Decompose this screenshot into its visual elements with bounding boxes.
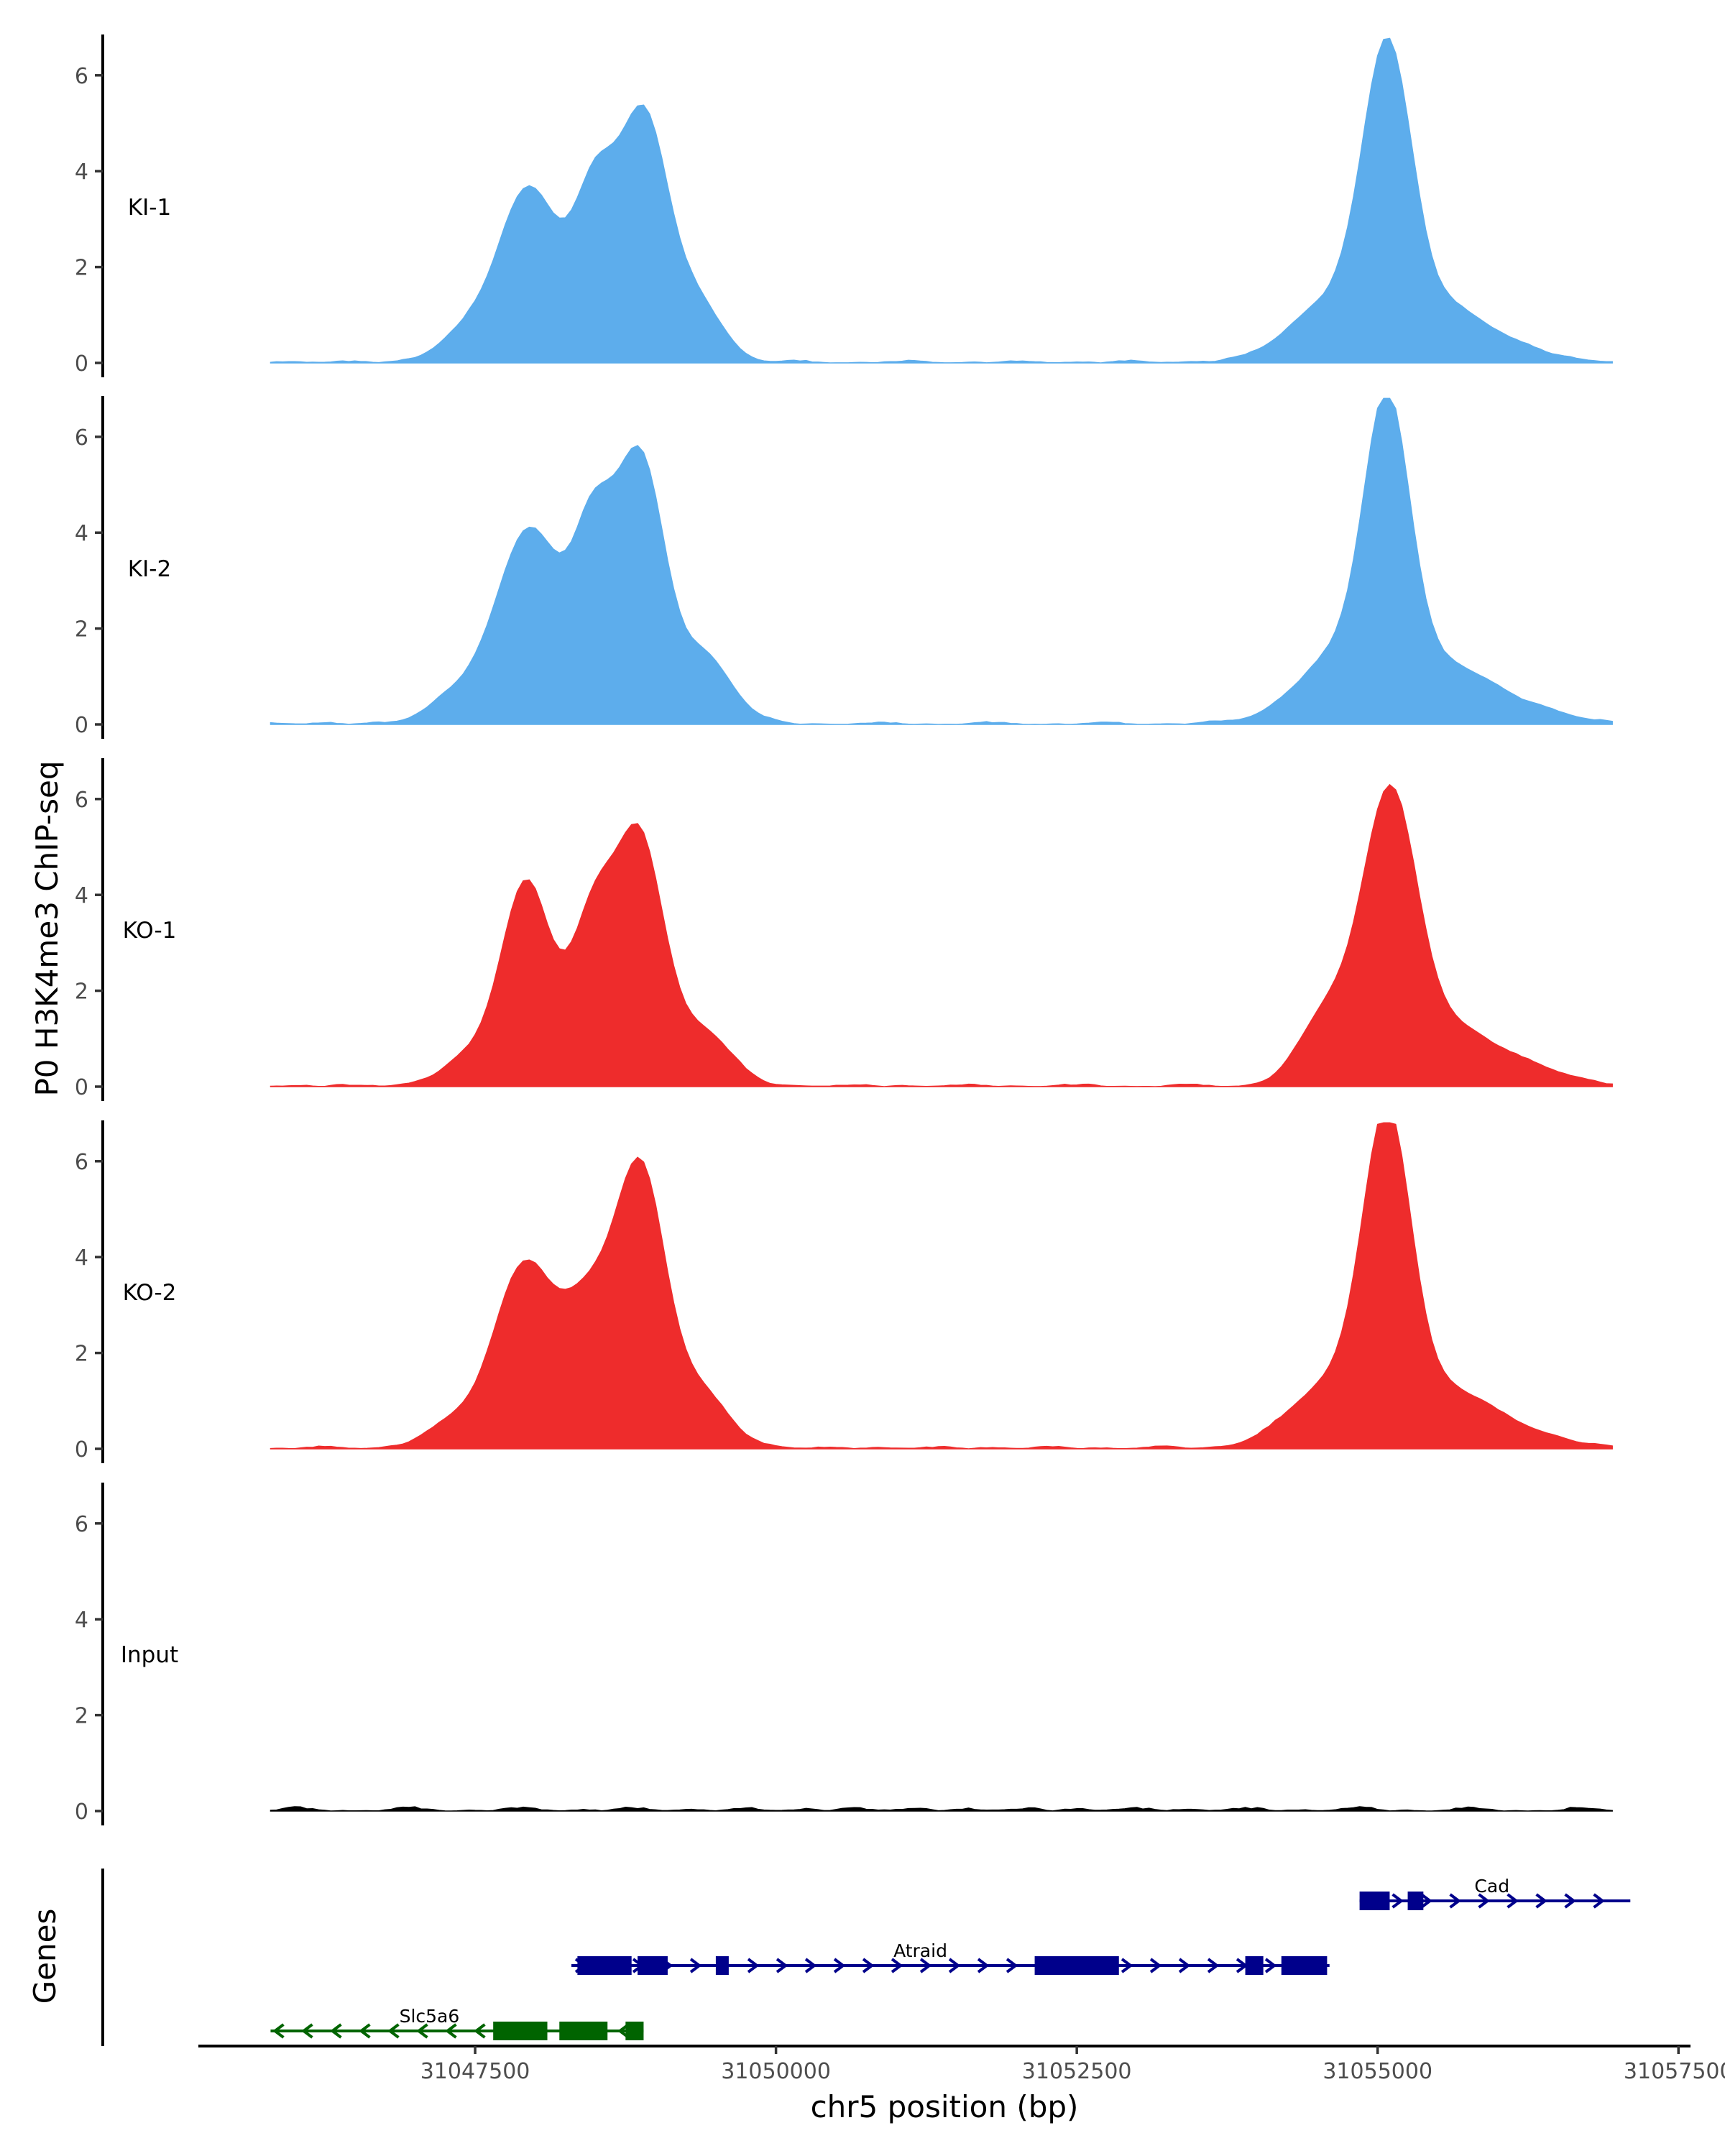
track-panel-ko-2: 0 2 4 6	[75, 1120, 1613, 1463]
y-tick-label-input-4: 4	[75, 1608, 88, 1633]
track-label-ki-1: KI-1	[128, 195, 171, 221]
exon-atraid-1	[577, 1956, 632, 1975]
signal-area-ko-1	[270, 783, 1613, 1087]
gene-atraid	[571, 1956, 1330, 1975]
strand-arrow	[747, 1958, 760, 1973]
strand-arrow	[833, 1958, 846, 1973]
strand-arrow	[359, 2023, 371, 2039]
y-tick-label-ki-1-2: 2	[75, 256, 88, 281]
x-tick-label-31055000: 31055000	[1322, 2059, 1432, 2084]
exon-cad-1	[1359, 1892, 1390, 1910]
y-tick-label-ki-2-0: 0	[75, 713, 88, 738]
gene-label-slc5a6: Slc5a6	[400, 2006, 460, 2027]
gene-slc5a6	[270, 2022, 644, 2040]
exon-atraid-5	[1245, 1956, 1264, 1975]
y-tick-label-ko-1-0: 0	[75, 1075, 88, 1100]
y-tick-label-ki-2-6: 6	[75, 425, 88, 451]
exon-slc5a6-2	[559, 2022, 608, 2040]
x-tick-label-31057500: 31057500	[1624, 2059, 1725, 2084]
y-tick-label-ko-1-4: 4	[75, 883, 88, 908]
y-tick-label-ko-2-2: 2	[75, 1342, 88, 1367]
strand-arrow	[1420, 1893, 1432, 1909]
y-tick-label-ko-2-0: 0	[75, 1437, 88, 1462]
y-tick-label-ko-2-4: 4	[75, 1245, 88, 1271]
strand-arrow	[1178, 1958, 1191, 1973]
exon-atraid-3	[715, 1956, 729, 1975]
y-tick-label-ko-2-6: 6	[75, 1150, 88, 1175]
x-tick-label-31052500: 31052500	[1022, 2059, 1132, 2084]
strand-arrow	[977, 1958, 990, 1973]
x-axis-ticks	[474, 2046, 1680, 2054]
strand-arrow	[1593, 1893, 1605, 1909]
exon-slc5a6-1	[493, 2022, 548, 2040]
track-panel-input: 0 2 4 6	[75, 1483, 1613, 1825]
signal-area-input	[270, 1806, 1613, 1812]
exon-atraid-2	[638, 1956, 668, 1975]
y-tick-label-ki-1-4: 4	[75, 160, 88, 185]
strand-arrow	[1149, 1958, 1162, 1973]
gene-label-cad: Cad	[1474, 1876, 1509, 1897]
strand-arrow	[804, 1958, 817, 1973]
y-tick-label-ki-1-0: 0	[75, 351, 88, 377]
strand-arrow	[1535, 1893, 1547, 1909]
track-label-ko-2: KO-2	[123, 1280, 177, 1306]
strand-arrow	[1264, 1958, 1277, 1973]
y-tick-label-input-0: 0	[75, 1800, 88, 1825]
gene-label-atraid: Atraid	[893, 1940, 947, 1961]
strand-arrow	[445, 2023, 457, 2039]
exon-slc5a6-3	[625, 2022, 644, 2040]
y-tick-label-input-6: 6	[75, 1512, 88, 1537]
x-tick-label-31047500: 31047500	[420, 2059, 530, 2084]
y-tick-label-ki-1-6: 6	[75, 64, 88, 89]
genes-axis-title: Genes	[27, 1909, 63, 2004]
strand-arrow	[1207, 1958, 1220, 1973]
strand-arrow	[387, 2023, 400, 2039]
signal-area-ki-2	[270, 397, 1613, 725]
strand-arrow	[862, 1958, 875, 1973]
exon-atraid-6	[1281, 1956, 1328, 1975]
strand-arrow	[416, 2023, 428, 2039]
strand-arrow	[1121, 1958, 1133, 1973]
strand-arrow	[1564, 1893, 1576, 1909]
strand-arrow	[1006, 1958, 1018, 1973]
strand-arrow	[1449, 1893, 1461, 1909]
exon-cad-2	[1407, 1892, 1424, 1910]
strand-arrow	[1392, 1893, 1404, 1909]
track-label-ko-1: KO-1	[123, 918, 177, 944]
strand-arrow	[330, 2023, 342, 2039]
strand-arrow	[1506, 1893, 1519, 1909]
strand-arrow	[776, 1958, 788, 1973]
track-panel-ki-1: 0 2 4 6	[75, 34, 1613, 377]
signal-area-ko-2	[270, 1122, 1613, 1450]
y-tick-label-ko-1-6: 6	[75, 788, 88, 813]
strand-arrow	[1478, 1893, 1490, 1909]
x-tick-label-31050000: 31050000	[721, 2059, 831, 2084]
y-tick-label-ki-2-4: 4	[75, 521, 88, 546]
track-panel-ko-1: 0 2 4 6	[75, 758, 1613, 1101]
y-tick-label-input-2: 2	[75, 1704, 88, 1729]
strand-arrow	[891, 1958, 903, 1973]
y-tick-label-ko-1-2: 2	[75, 980, 88, 1005]
track-panel-ki-2: 0 2 4 6	[75, 396, 1613, 739]
strand-arrow	[948, 1958, 961, 1973]
strand-arrow	[272, 2023, 285, 2039]
strand-arrow	[689, 1958, 702, 1973]
strand-arrow	[301, 2023, 313, 2039]
track-label-input: Input	[121, 1642, 178, 1668]
strand-arrow	[474, 2023, 486, 2039]
track-label-ki-2: KI-2	[128, 556, 171, 582]
gene-cad	[1359, 1892, 1631, 1910]
exon-atraid-4	[1034, 1956, 1119, 1975]
strand-arrow	[919, 1958, 932, 1973]
x-axis-title: chr5 position (bp)	[811, 2089, 1079, 2124]
signal-area-ki-1	[270, 37, 1613, 364]
y-axis-title: P0 H3K4me3 ChIP-seq	[29, 760, 65, 1096]
y-tick-label-ki-2-2: 2	[75, 617, 88, 642]
